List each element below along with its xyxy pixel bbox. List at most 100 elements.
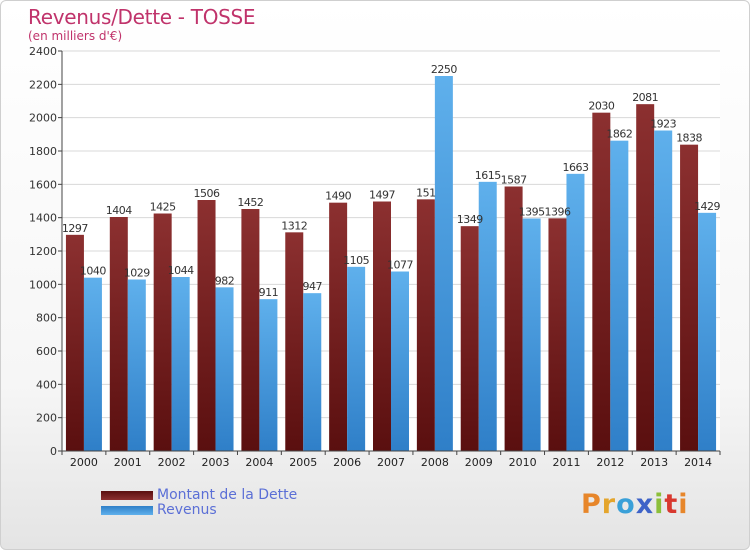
legend-swatch-revenus	[101, 506, 153, 515]
data-label-dette: 1497	[369, 189, 395, 202]
bar-dette	[373, 201, 391, 451]
bar-revenus	[303, 293, 322, 451]
data-label-dette: 1425	[150, 201, 176, 214]
x-tick-label: 2009	[465, 456, 493, 469]
y-tick-label: 800	[36, 312, 57, 325]
x-tick-label: 2011	[552, 456, 580, 469]
bar-dette	[241, 209, 260, 451]
bar-dette	[460, 226, 479, 451]
x-tick-label: 2008	[421, 456, 449, 469]
legend-swatch-dette	[101, 491, 153, 500]
bar-dette	[680, 144, 699, 451]
data-label-revenus: 947	[303, 280, 323, 293]
bar-revenus	[259, 299, 278, 451]
bar-dette	[636, 104, 655, 452]
data-label-dette: 1396	[544, 205, 570, 218]
proxiti-logo: Proxiti	[581, 489, 689, 520]
x-tick-label: 2013	[640, 456, 668, 469]
bar-revenus	[83, 277, 102, 451]
bar-dette	[153, 213, 172, 451]
bar-revenus	[347, 266, 366, 451]
data-label-revenus: 1040	[80, 265, 106, 278]
x-tick-label: 2007	[377, 456, 405, 469]
x-tick-label: 2012	[596, 456, 624, 469]
data-label-revenus: 1105	[343, 254, 369, 267]
x-tick-label: 2002	[158, 456, 186, 469]
bar-dette	[109, 217, 128, 451]
data-label-dette: 1490	[325, 190, 351, 203]
x-tick-label: 2000	[70, 456, 98, 469]
bar-revenus	[391, 271, 409, 451]
axis-layer: 0 200 400 600 800 1000 1200 1400 1600 1800 2000 220…	[29, 45, 721, 469]
legend-label-revenus: Revenus	[157, 502, 217, 518]
data-label-dette: 1404	[106, 204, 132, 217]
data-label-revenus: 1044	[168, 264, 194, 277]
data-label-revenus: 2250	[431, 63, 457, 76]
x-tick-label: 2005	[289, 456, 317, 469]
data-label-revenus: 1077	[387, 259, 413, 272]
y-tick-label: 1000	[29, 278, 57, 291]
bar-dette	[416, 199, 435, 451]
x-tick-label: 2014	[684, 456, 712, 469]
data-label-revenus: 1029	[124, 267, 150, 280]
data-label-dette: 151	[416, 186, 436, 199]
bar-dette	[329, 202, 348, 451]
y-tick-label: 200	[36, 412, 57, 425]
bar-dette	[548, 218, 567, 451]
data-label-dette: 1587	[501, 174, 527, 187]
bar-revenus	[434, 76, 453, 451]
data-label-revenus: 1615	[475, 169, 501, 182]
bar-dette	[285, 232, 304, 451]
bar-revenus	[127, 279, 146, 451]
data-label-dette: 1506	[194, 187, 220, 200]
data-label-dette: 1312	[281, 219, 307, 232]
legend-label-dette: Montant de la Dette	[157, 487, 298, 503]
data-label-revenus: 1862	[606, 128, 632, 141]
x-tick-label: 2006	[333, 456, 361, 469]
bar-dette	[592, 112, 611, 452]
y-tick-label: 1800	[29, 145, 57, 158]
bar-dette	[197, 200, 216, 451]
data-label-dette: 2030	[588, 100, 614, 113]
x-tick-label: 2003	[202, 456, 230, 469]
x-tick-label: 2010	[509, 456, 537, 469]
y-tick-label: 1400	[29, 212, 57, 225]
x-tick-label: 2004	[245, 456, 273, 469]
y-tick-label: 1600	[29, 178, 57, 191]
y-tick-label: 0	[50, 445, 57, 458]
bar-revenus	[654, 130, 673, 451]
data-label-revenus: 911	[259, 286, 279, 299]
y-tick-label: 1200	[29, 245, 57, 258]
data-label-dette: 1297	[62, 222, 88, 235]
x-tick-label: 2001	[114, 456, 142, 469]
chart-title: Revenus/Dette - TOSSE	[28, 5, 256, 29]
bar-revenus	[171, 277, 190, 451]
data-label-dette: 1349	[457, 213, 483, 226]
bar-revenus	[478, 181, 497, 452]
y-tick-label: 400	[36, 378, 57, 391]
y-tick-label: 2400	[29, 45, 57, 58]
bars-layer	[65, 76, 717, 452]
data-label-revenus: 1923	[650, 118, 676, 131]
labels-layer: 1297 1040 1404 1029 1425 1044 1506 982 1452 911 13…	[62, 63, 721, 299]
data-label-revenus: 1663	[562, 161, 588, 174]
data-label-revenus: 1429	[694, 200, 720, 213]
bar-dette	[504, 186, 523, 451]
chart-subtitle: (en milliers d'€)	[28, 29, 123, 43]
bar-revenus	[566, 173, 585, 452]
bar-revenus	[610, 140, 629, 451]
data-label-revenus: 982	[215, 274, 235, 287]
data-label-dette: 1838	[676, 132, 702, 145]
data-label-dette: 2081	[632, 91, 658, 104]
bar-revenus	[215, 287, 234, 451]
y-tick-label: 600	[36, 345, 57, 358]
data-label-dette: 1452	[237, 196, 263, 209]
y-tick-label: 2000	[29, 112, 57, 125]
data-label-revenus: 1395	[519, 206, 545, 219]
y-tick-label: 2200	[29, 78, 57, 91]
bar-revenus	[522, 218, 541, 451]
bar-dette	[65, 234, 84, 451]
bar-revenus	[698, 212, 717, 451]
